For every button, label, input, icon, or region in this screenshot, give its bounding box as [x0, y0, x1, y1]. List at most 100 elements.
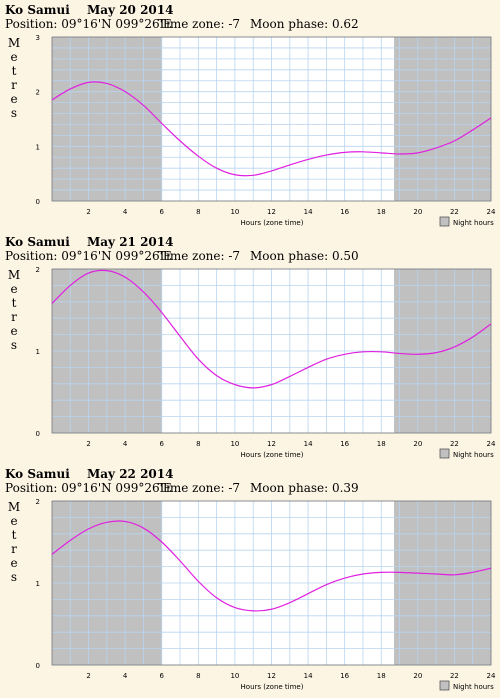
y-tick-label: 2 [36, 89, 40, 97]
x-tick-label: 18 [377, 440, 386, 448]
y-axis-label-letter: M [7, 500, 21, 514]
legend-swatch [439, 216, 450, 227]
x-tick-label: 8 [196, 208, 200, 216]
x-tick-label: 18 [377, 208, 386, 216]
x-tick-label: 20 [413, 440, 422, 448]
position-text: Position: 09°16'N 099°26'E [5, 481, 172, 495]
x-tick-label: 6 [160, 672, 165, 680]
y-axis-label-letter: s [10, 338, 18, 352]
x-tick-label: 6 [160, 208, 165, 216]
y-tick-label: 1 [36, 143, 40, 151]
location-name: Ko Samui [5, 3, 70, 17]
y-axis-label-letter: s [10, 106, 18, 120]
y-axis-label-letter: M [7, 36, 21, 50]
x-tick-label: 22 [450, 208, 459, 216]
tide-curve [51, 81, 492, 177]
y-axis-label-letter: M [7, 268, 21, 282]
y-tick-label: 0 [36, 430, 40, 438]
x-tick-label: 4 [123, 440, 128, 448]
x-tick-label: 10 [230, 672, 239, 680]
x-tick-label: 24 [487, 208, 496, 216]
x-tick-label: 2 [86, 440, 90, 448]
x-tick-label: 22 [450, 672, 459, 680]
y-tick-label: 2 [36, 266, 40, 274]
y-tick-label: 1 [36, 348, 40, 356]
moon-phase-text: Moon phase: 0.50 [250, 249, 359, 263]
y-axis-label-letter: r [11, 310, 17, 324]
x-tick-label: 4 [123, 672, 128, 680]
y-tick-label: 1 [36, 580, 40, 588]
chart-date: May 20 2014 [87, 3, 174, 17]
y-axis-label-letter: s [10, 570, 18, 584]
x-tick-label: 24 [487, 672, 496, 680]
location-name: Ko Samui [5, 467, 70, 481]
plot-frame [51, 36, 492, 202]
x-tick-label: 24 [487, 440, 496, 448]
x-tick-label: 2 [86, 672, 90, 680]
moon-phase-text: Moon phase: 0.62 [250, 17, 359, 31]
x-tick-label: 14 [304, 672, 313, 680]
x-tick-label: 16 [340, 208, 349, 216]
x-tick-label: 10 [230, 440, 239, 448]
x-tick-label: 12 [267, 440, 276, 448]
y-axis-label-letter: e [10, 282, 18, 296]
tide-curve [51, 269, 492, 389]
x-tick-label: 14 [304, 208, 313, 216]
legend-label: Night hours [453, 683, 494, 691]
x-tick-label: 16 [340, 672, 349, 680]
x-tick-label: 2 [86, 208, 90, 216]
position-text: Position: 09°16'N 099°26'E [5, 249, 172, 263]
x-axis-label: Hours (zone time) [241, 451, 304, 459]
y-axis-label-letter: t [11, 64, 17, 78]
x-tick-label: 14 [304, 440, 313, 448]
x-tick-label: 12 [267, 208, 276, 216]
panel-header: Ko Samui May 21 2014 [5, 235, 173, 249]
y-tick-label: 2 [36, 498, 40, 506]
x-axis-label: Hours (zone time) [241, 219, 304, 227]
y-tick-label: 0 [36, 198, 40, 206]
location-name: Ko Samui [5, 235, 70, 249]
x-tick-label: 10 [230, 208, 239, 216]
x-tick-label: 22 [450, 440, 459, 448]
y-axis-label-letter: r [11, 78, 17, 92]
position-text: Position: 09°16'N 099°26'E [5, 17, 172, 31]
y-axis-label-letter: t [11, 296, 17, 310]
y-tick-label: 3 [36, 34, 40, 42]
x-tick-label: 20 [413, 672, 422, 680]
legend-label: Night hours [453, 219, 494, 227]
chart-date: May 22 2014 [87, 467, 174, 481]
night-shading [394, 37, 491, 201]
y-tick-label: 0 [36, 662, 40, 670]
timezone-text: Time zone: -7 [158, 249, 241, 263]
plot-frame [51, 500, 492, 666]
y-axis-label-letter: e [10, 514, 18, 528]
x-tick-label: 6 [160, 440, 165, 448]
moon-phase-text: Moon phase: 0.39 [250, 481, 359, 495]
x-tick-label: 4 [123, 208, 128, 216]
x-tick-label: 8 [196, 672, 200, 680]
x-tick-label: 8 [196, 440, 200, 448]
plot-frame [51, 268, 492, 434]
timezone-text: Time zone: -7 [158, 17, 241, 31]
tide-curve [51, 520, 492, 612]
chart-date: May 21 2014 [87, 235, 174, 249]
x-tick-label: 12 [267, 672, 276, 680]
legend-swatch [439, 680, 450, 691]
panel-header: Ko Samui May 20 2014 [5, 3, 173, 17]
y-axis-label-letter: e [10, 324, 18, 338]
x-tick-label: 18 [377, 672, 386, 680]
y-axis-label-letter: e [10, 556, 18, 570]
legend-swatch [439, 448, 450, 459]
x-tick-label: 20 [413, 208, 422, 216]
y-axis-label-letter: e [10, 92, 18, 106]
x-tick-label: 16 [340, 440, 349, 448]
y-axis-label-letter: r [11, 542, 17, 556]
